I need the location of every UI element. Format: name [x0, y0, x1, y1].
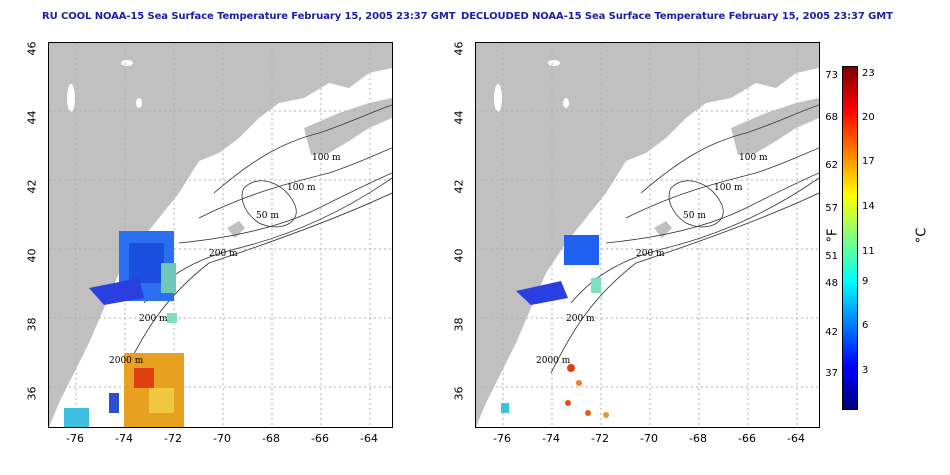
colorbar-f-tick: 48 [825, 278, 838, 289]
lon-tick: -66 [738, 432, 756, 445]
lon-tick: -72 [591, 432, 609, 445]
colorbar-f-tick: 37 [825, 368, 838, 379]
colorbar-c-tick: 20 [862, 112, 875, 123]
contour-label: 200 m [566, 314, 595, 324]
colorbar-f-tick: 73 [825, 70, 838, 81]
right-contours [550, 104, 819, 374]
lon-tick: -68 [262, 432, 280, 445]
colorbar [842, 66, 858, 410]
colorbar-f-tick: 42 [825, 327, 838, 338]
lat-tick: 46 [452, 41, 466, 56]
contour-label: 100 m [739, 153, 768, 163]
contour-label: 100 m [287, 183, 316, 193]
colorbar-c-tick: 6 [862, 320, 869, 331]
left-map-plot[interactable]: 100 m 100 m 50 m 200 m 200 m 2000 m [48, 42, 393, 428]
contour-label: 2000 m [536, 356, 571, 366]
land-mass [476, 43, 819, 427]
colorbar-c-tick: 9 [862, 276, 869, 287]
contour-label: 50 m [256, 211, 279, 221]
lon-tick: -70 [213, 432, 231, 445]
contour-label: 200 m [636, 249, 665, 259]
lat-tick: 40 [25, 248, 39, 263]
lon-tick: -68 [689, 432, 707, 445]
contour-label: 100 m [312, 153, 341, 163]
nova-scotia [731, 98, 819, 155]
lon-tick: -66 [311, 432, 329, 445]
sst-data [501, 235, 609, 418]
land-mass [49, 43, 392, 427]
colorbar-c-tick: 14 [862, 201, 875, 212]
lat-tick: 38 [452, 317, 466, 332]
contour-label: 200 m [209, 249, 238, 259]
left-contours [123, 104, 392, 374]
nova-scotia [304, 98, 392, 155]
lat-tick: 44 [25, 110, 39, 125]
right-grid [476, 43, 819, 427]
lon-tick: -74 [115, 432, 133, 445]
cape-cod [654, 221, 672, 238]
lon-tick: -70 [640, 432, 658, 445]
lon-tick: -76 [66, 432, 84, 445]
celsius-unit: °C [914, 227, 930, 244]
colorbar-c-tick: 11 [862, 246, 875, 257]
lat-tick: 40 [452, 248, 466, 263]
contour-label: 50 m [683, 211, 706, 221]
lat-tick: 42 [25, 179, 39, 194]
lat-tick: 36 [452, 386, 466, 401]
colorbar-f-tick: 68 [825, 112, 838, 123]
colorbar-c-tick: 3 [862, 365, 869, 376]
lat-tick: 38 [25, 317, 39, 332]
lon-tick: -64 [360, 432, 378, 445]
right-map-canvas: 100 m 100 m 50 m 200 m 200 m 2000 m [476, 43, 819, 427]
colorbar-c-tick: 17 [862, 156, 875, 167]
cape-cod [227, 221, 245, 238]
contour-label: 200 m [139, 314, 168, 324]
lat-tick: 42 [452, 179, 466, 194]
lon-tick: -76 [493, 432, 511, 445]
sst-data [64, 231, 184, 427]
colorbar-f-tick: 62 [825, 160, 838, 171]
contour-label: 2000 m [109, 356, 144, 366]
left-map-title: RU COOL NOAA-15 Sea Surface Temperature … [42, 11, 456, 22]
colorbar-f-tick: 57 [825, 203, 838, 214]
lat-tick: 46 [25, 41, 39, 56]
lat-tick: 44 [452, 110, 466, 125]
lat-tick: 36 [25, 386, 39, 401]
right-map-title: DECLOUDED NOAA-15 Sea Surface Temperatur… [461, 11, 893, 22]
lon-tick: -74 [542, 432, 560, 445]
left-map-canvas: 100 m 100 m 50 m 200 m 200 m 2000 m [49, 43, 392, 427]
lon-tick: -72 [164, 432, 182, 445]
contour-label: 100 m [714, 183, 743, 193]
fahrenheit-unit: °F [825, 228, 841, 243]
right-map-plot[interactable]: 100 m 100 m 50 m 200 m 200 m 2000 m [475, 42, 820, 428]
lon-tick: -64 [787, 432, 805, 445]
colorbar-f-tick: 51 [825, 251, 838, 262]
colorbar-c-tick: 23 [862, 68, 875, 79]
